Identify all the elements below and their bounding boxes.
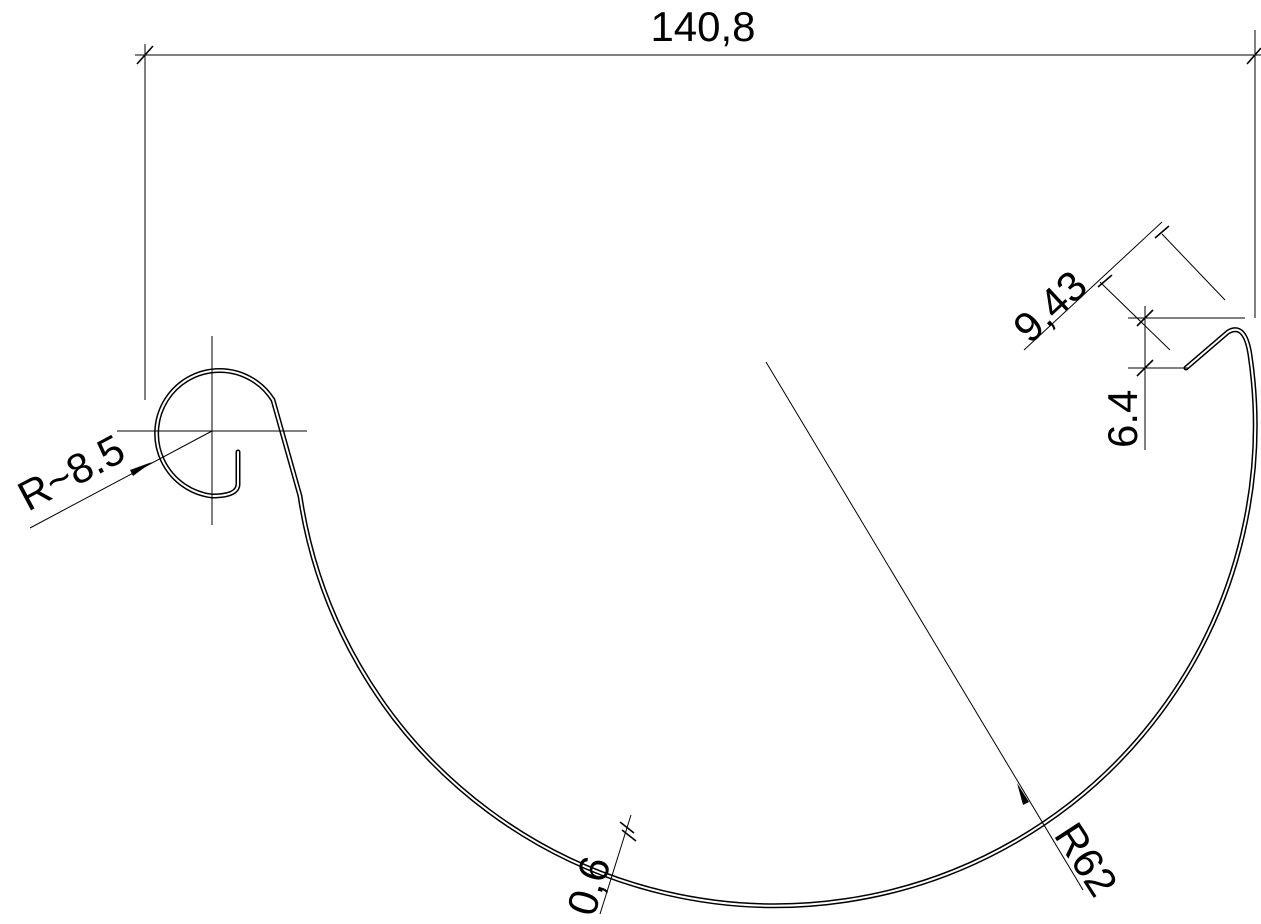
profile-inner-line xyxy=(155,328,1257,907)
gutter-radius-label: R62 xyxy=(1045,814,1126,904)
lip-height-dimension: 6.4 xyxy=(1099,306,1245,450)
lip-length-label: 9,43 xyxy=(1004,261,1096,351)
gutter-radius-dimension: R62 xyxy=(765,361,1127,905)
thickness-label: 0,6 xyxy=(558,851,620,921)
thickness-dimension: 0,6 xyxy=(558,814,637,921)
profile-outline xyxy=(154,327,1258,909)
bead-radius-dimension: R~8.5 xyxy=(10,425,213,529)
overall-width-dimension: 140,8 xyxy=(135,3,1261,400)
gutter-radius-arrow xyxy=(1017,783,1029,805)
gutter-profile xyxy=(154,327,1258,909)
bead-radius-arrow xyxy=(130,462,152,476)
overall-width-label: 140,8 xyxy=(650,3,755,50)
lip-length-dimension: 9,43 xyxy=(1004,221,1226,352)
lip-height-label: 6.4 xyxy=(1099,390,1146,448)
